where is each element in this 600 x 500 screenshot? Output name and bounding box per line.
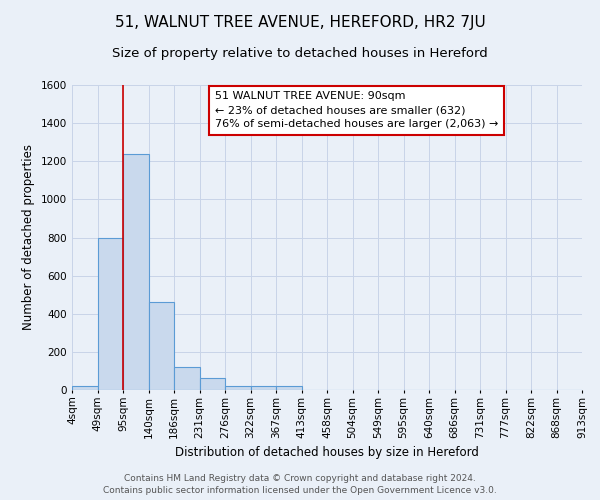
Bar (276, 386, 302, 390)
Bar (251, 386, 276, 390)
Text: 51, WALNUT TREE AVENUE, HEREFORD, HR2 7JU: 51, WALNUT TREE AVENUE, HEREFORD, HR2 7J… (115, 15, 485, 30)
X-axis label: Distribution of detached houses by size in Hereford: Distribution of detached houses by size … (175, 446, 479, 459)
Bar (199, 378, 225, 390)
Text: Contains HM Land Registry data © Crown copyright and database right 2024.
Contai: Contains HM Land Registry data © Crown c… (103, 474, 497, 495)
Bar (97, 238, 123, 390)
Text: 51 WALNUT TREE AVENUE: 90sqm
← 23% of detached houses are smaller (632)
76% of s: 51 WALNUT TREE AVENUE: 90sqm ← 23% of de… (215, 91, 498, 129)
Bar (225, 386, 251, 390)
Bar (174, 367, 199, 390)
Bar (123, 154, 149, 390)
Bar (149, 302, 174, 390)
Bar (72, 386, 97, 390)
Text: Size of property relative to detached houses in Hereford: Size of property relative to detached ho… (112, 48, 488, 60)
Y-axis label: Number of detached properties: Number of detached properties (22, 144, 35, 330)
